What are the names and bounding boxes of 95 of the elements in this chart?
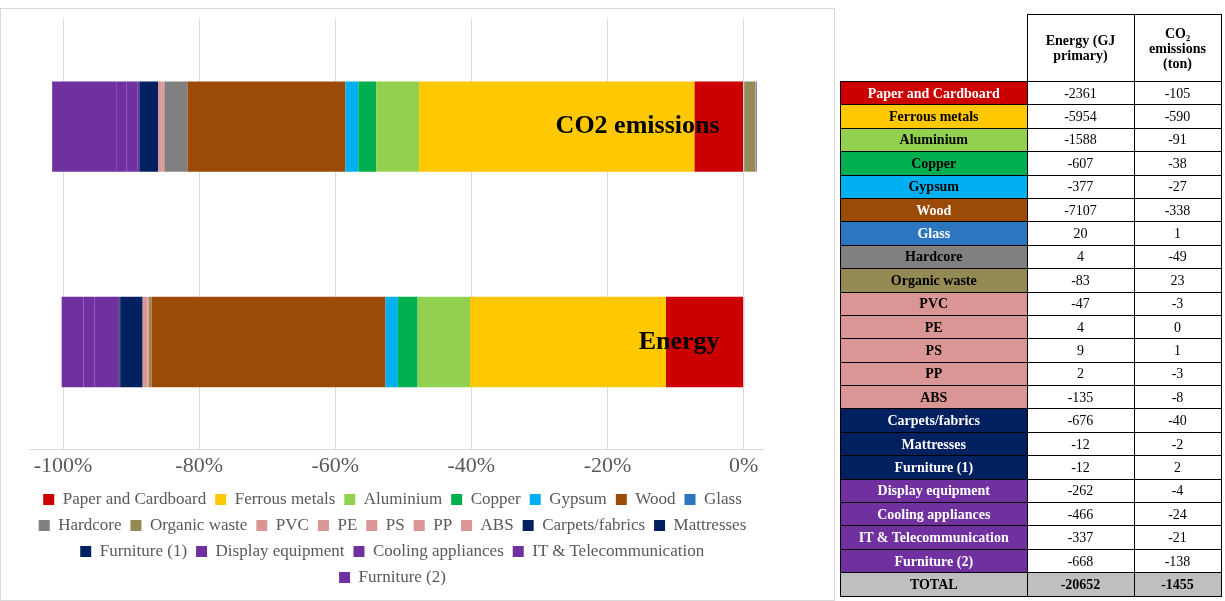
y-tick-label: PE [840,315,1027,339]
data-label: -3 [1134,362,1221,386]
data-label: -7107 [1027,198,1134,222]
y-tick-label: Hardcore [840,245,1027,269]
y-tick-label: Carpets/fabrics [840,408,1027,433]
data-label: -47 [1027,292,1134,316]
data-label: -24 [1134,502,1221,526]
data-label: -12 [1027,432,1134,456]
data-label: -377 [1027,175,1134,199]
y-tick-label: Glass [840,221,1027,246]
data-label: -138 [1134,549,1221,573]
data-label: -20652 [1027,572,1134,597]
y-tick-label: ABS [840,385,1027,409]
y-tick-label: PVC [840,292,1027,316]
data-label: 4 [1027,315,1134,339]
legend-label: PVC [275,514,309,534]
data-label: -668 [1027,549,1134,573]
legend-label: Ferrous metals [234,488,336,508]
legend-label: Mattresses [673,514,747,534]
legend-label: Wood [635,488,677,508]
data-label: 9 [1027,338,1134,363]
data-label: -338 [1134,198,1221,222]
data-label: 23 [1134,268,1221,293]
data-label: -1588 [1027,128,1134,152]
legend-label: Carpets/fabrics [542,514,646,534]
data-label: -590 [1134,104,1221,129]
y-tick-label: Copper [840,151,1027,176]
legend-label: PS [385,514,405,534]
data-label: 4 [1027,245,1134,269]
data-label: -676 [1027,408,1134,433]
y-tick-label: IT & Telecommunication [840,525,1027,550]
x-tick-label: CO₂ emissions (ton) [1134,14,1221,82]
data-label: 2 [1027,362,1134,386]
data-label: -135 [1027,385,1134,409]
data-label: -4 [1134,479,1221,503]
y-tick-label: PS [840,338,1027,363]
legend-label: PP [433,514,453,534]
data-label: -49 [1134,245,1221,269]
data-label: -8 [1134,385,1221,409]
y-tick-label: Furniture (1) [840,455,1027,480]
x-tick-label: -80% [175,451,223,477]
data-label: -2361 [1027,81,1134,105]
y-tick-label: Paper and Cardboard [840,81,1027,105]
x-tick-label: -40% [447,451,496,477]
data-label: 1 [1134,338,1221,363]
data-label: -3 [1134,292,1221,316]
x-tick-label: -100% [33,451,93,477]
data-label: -12 [1027,455,1134,480]
x-tick-label: -60% [311,451,360,477]
x-tick-label: 0% [728,451,759,477]
y-tick-label: PP [840,362,1027,386]
x-tick-label: Energy (GJ primary) [1027,14,1134,82]
data-label: -21 [1134,525,1221,550]
data-label: -2 [1134,432,1221,456]
legend-label: ABS [480,514,514,534]
x-tick-label: -20% [583,451,632,477]
data-label: 20 [1027,221,1134,246]
legend-label: Glass [704,488,742,508]
data-label: -40 [1134,408,1221,433]
legend-label: Furniture (1) [99,540,188,560]
data-label: -1455 [1134,572,1221,597]
data-label: 0 [1134,315,1221,339]
legend-label: Organic waste [149,514,248,534]
data-label: -91 [1134,128,1221,152]
legend-label: Copper [470,488,522,508]
legend-label: IT & Telecommunication [532,540,705,560]
y-tick-label: Furniture (2) [840,549,1027,573]
data-label: -5954 [1027,104,1134,129]
data-label: -607 [1027,151,1134,176]
data-label: -337 [1027,525,1134,550]
y-tick-label: Wood [840,198,1027,222]
y-tick-label: Display equipment [840,479,1027,503]
y-tick-label: Mattresses [840,432,1027,456]
data-label: -27 [1134,175,1221,199]
legend-label: Hardcore [58,514,122,534]
legend-label: Aluminium [363,488,443,508]
y-tick-label: Organic waste [840,268,1027,293]
y-tick-label: Aluminium [840,128,1027,152]
data-label: 2 [1134,455,1221,480]
legend-label: Paper and Cardboard [62,488,207,508]
legend-label: PE [337,514,358,534]
data-label: -38 [1134,151,1221,176]
y-tick-label: Cooling appliances [840,502,1027,526]
legend-label: Display equipment [215,540,345,560]
legend-label: Furniture (2) [358,566,446,586]
data-label: -262 [1027,479,1134,503]
legend-label: Cooling appliances [372,540,504,560]
y-tick-label: Ferrous metals [840,104,1027,129]
data-label: 1 [1134,221,1221,246]
data-label: -105 [1134,81,1221,105]
y-tick-label: Gypsum [840,175,1027,199]
data-label: -466 [1027,502,1134,526]
data-label: -83 [1027,268,1134,293]
legend-label: Gypsum [549,488,607,508]
y-tick-label: TOTAL [840,572,1027,597]
